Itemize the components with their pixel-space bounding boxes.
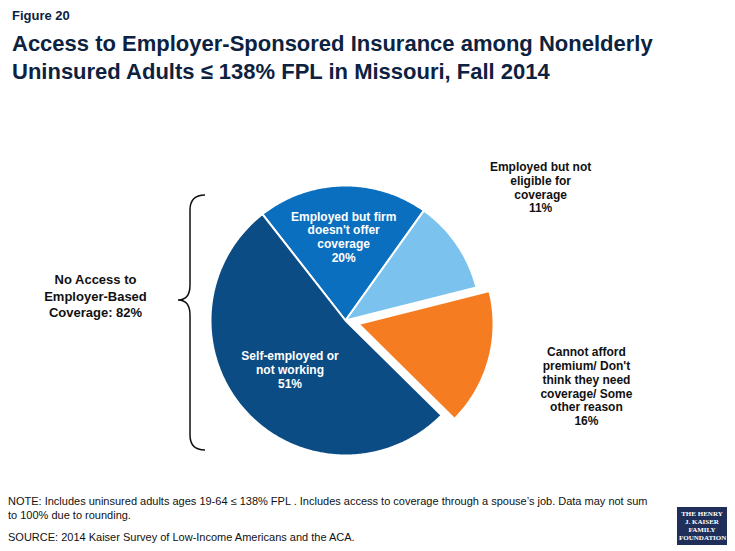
html-text:Access to Employer-Sponsored I: Access to Employer-Sponsored Insurance a… — [12, 31, 653, 84]
html-text:SOURCE: 2014 Kaiser Survey of: SOURCE: 2014 Kaiser Survey of Low-Income… — [8, 531, 355, 543]
svg-text:Self-employed ornot working51%: Self-employed ornot working51% — [241, 349, 339, 391]
svg-text:No Access toEmployer-BasedCove: No Access toEmployer-BasedCoverage: 82% — [44, 272, 147, 320]
html-text:Figure 20: Figure 20 — [12, 8, 70, 23]
svg-text:Cannot affordpremium/ Don'tthi: Cannot affordpremium/ Don'tthink they ne… — [540, 345, 632, 428]
html-text:THE HENRY J. KAISER FAMILY FOU: THE HENRY J. KAISER FAMILY FOUNDATION — [679, 510, 727, 542]
svg-text:Employed but noteligible forco: Employed but noteligible forcoverage11% — [490, 160, 591, 215]
svg-text:Employed but firmdoesn't offer: Employed but firmdoesn't offercoverage20… — [291, 210, 396, 265]
html-text:NOTE: Includes uninsured adult: NOTE: Includes uninsured adults ages 19-… — [8, 495, 648, 521]
